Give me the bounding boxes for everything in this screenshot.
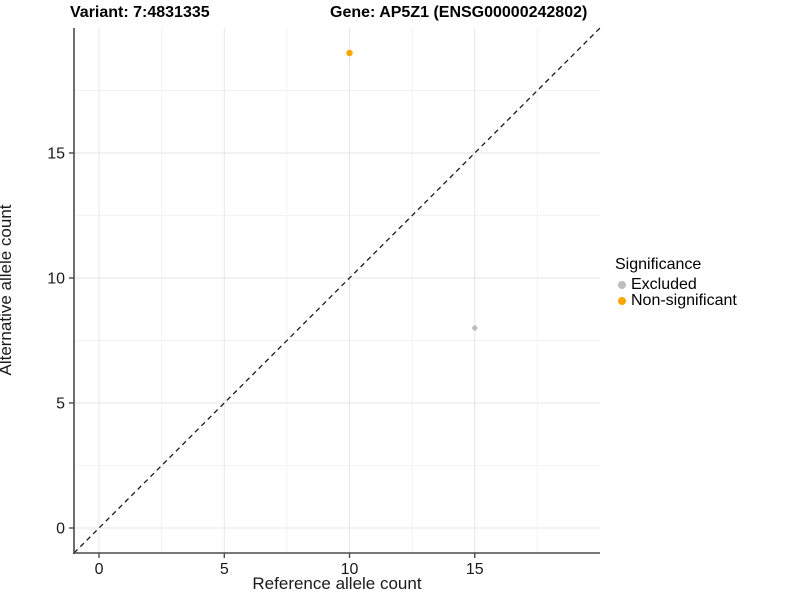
x-tick-label: 0	[95, 561, 104, 578]
legend-entry: Non-significant	[615, 292, 737, 309]
legend-key-dot	[618, 297, 626, 305]
y-tick-label: 15	[47, 146, 65, 163]
legend: Significance Excluded Non-significant	[615, 256, 737, 309]
gene-title: Gene: AP5Z1 (ENSG00000242802)	[330, 4, 588, 21]
y-axis-title: Alternative allele count	[0, 204, 15, 376]
data-point-non-significant	[346, 49, 353, 57]
y-tick-label: 5	[56, 396, 65, 413]
legend-entry-label: Non-significant	[631, 292, 737, 309]
legend-entries: Excluded Non-significant	[615, 276, 737, 309]
x-axis-title: Reference allele count	[252, 574, 422, 593]
x-tick-label: 5	[220, 561, 229, 578]
data-point-excluded	[472, 325, 478, 331]
y-tick-label: 10	[47, 271, 65, 288]
legend-entry: Excluded	[615, 276, 737, 293]
variant-title: Variant: 7:4831335	[70, 4, 210, 21]
legend-entry-label: Excluded	[631, 276, 697, 293]
x-tick-label: 10	[341, 561, 359, 578]
identity-line	[73, 27, 601, 554]
legend-key-dot	[618, 281, 626, 289]
legend-title: Significance	[615, 256, 702, 273]
y-tick-label: 0	[56, 521, 65, 538]
x-tick-label: 15	[466, 561, 484, 578]
